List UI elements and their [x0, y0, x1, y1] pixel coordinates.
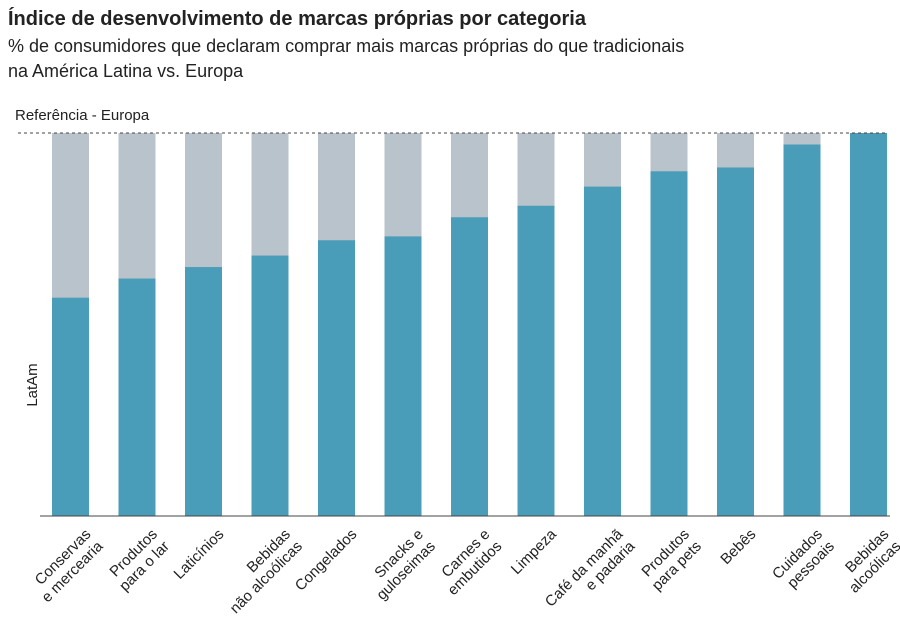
bar — [384, 236, 422, 516]
series-label: LatAm — [24, 363, 41, 406]
x-tick-label: Carnes eembutidos — [432, 526, 505, 599]
x-tick-label: Bebidasalcoólicas — [834, 526, 900, 597]
x-tick-label: Snacks eguloseimas — [361, 526, 439, 604]
x-tick-label: Bebidasnão alcoólicas — [215, 526, 306, 617]
bar — [318, 240, 355, 517]
bar — [850, 133, 887, 516]
x-tick-label: Bebês — [717, 526, 759, 568]
bar — [251, 255, 289, 516]
subtitle: na América Latina vs. Europa — [8, 61, 244, 81]
x-tick-label: Produtospara o lar — [104, 526, 173, 595]
subtitle: % de consumidores que declaram comprar m… — [8, 36, 684, 56]
bar — [185, 267, 222, 516]
x-tick-label: Laticínios — [171, 526, 228, 583]
bar — [717, 167, 754, 516]
x-tick-label: Cuidadospessoais — [769, 526, 838, 595]
bar — [584, 186, 621, 516]
bar — [650, 171, 688, 517]
bar — [451, 217, 488, 516]
x-tick-label: Limpeza — [508, 525, 561, 578]
x-tick-label: Congelados — [292, 526, 361, 595]
chart-title: Índice de desenvolvimento de marcas próp… — [8, 7, 587, 30]
x-tick-label: Produtospara pets — [637, 526, 705, 594]
x-tick-label: Conservase mercearia — [26, 525, 107, 606]
bar — [52, 297, 89, 516]
bar — [118, 278, 156, 516]
reference-label: Referência - Europa — [15, 107, 150, 124]
bar — [517, 205, 555, 516]
bar — [783, 144, 821, 517]
